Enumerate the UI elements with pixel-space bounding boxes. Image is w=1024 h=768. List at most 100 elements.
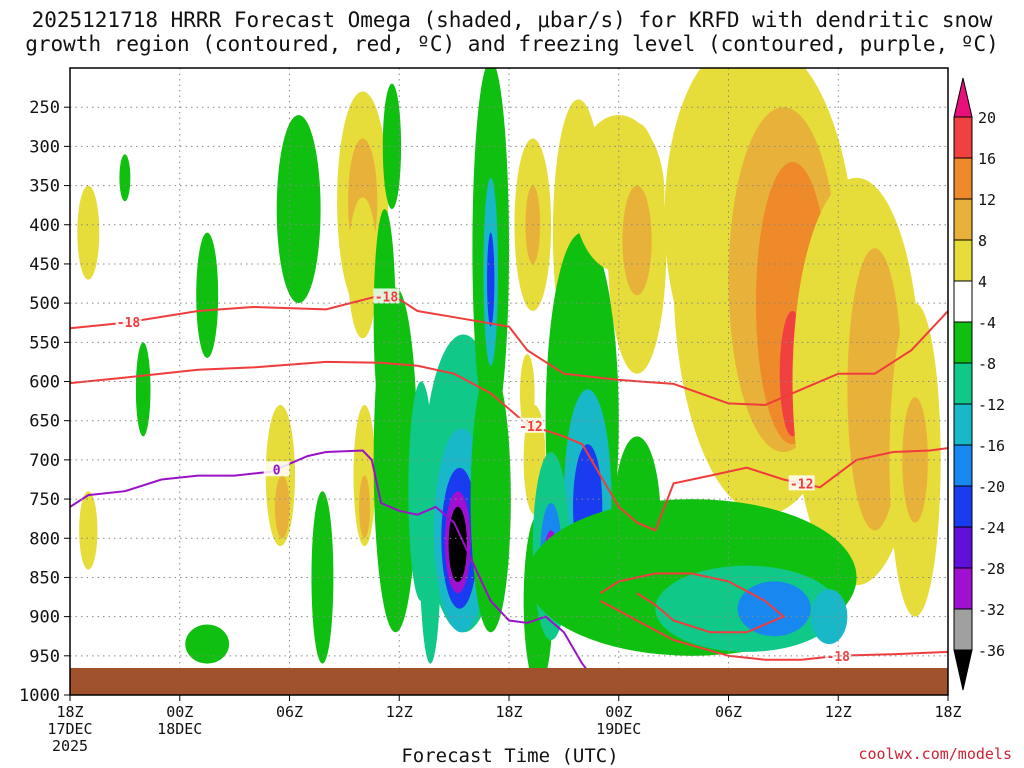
colorbar-band-7 [953,362,973,405]
chart-title: 2025121718 HRRR Forecast Omega (shaded, … [0,8,1024,56]
contour-line-3 [599,572,786,634]
contour-line-0 [70,294,948,407]
x-tick-label-4-0: 18Z [495,703,522,721]
colorbar-label-6: -8 [978,355,996,373]
colorbar-band-1 [953,116,973,159]
colorbar-label-7: -12 [978,396,1005,414]
colorbar-band-9 [953,444,973,487]
colorbar-label-9: -20 [978,478,1005,496]
contour-label-4-0: 0 [273,463,281,478]
y-tick-label-600: 600 [29,373,60,393]
colorbar-label-4: 4 [978,273,987,291]
contour-label-bg-4-0 [263,461,290,477]
colorbar-label-12: -32 [978,601,1005,619]
x-tick-label-3-0: 12Z [386,703,413,721]
colorbar-bottom-arrow [953,649,973,691]
y-tick-label-300: 300 [29,137,60,157]
omega-cell-62 [758,0,765,5]
x-tick-label-1-1: 18DEC [157,720,202,738]
omega-cell-3 [135,342,151,437]
y-tick-label-400: 400 [29,216,60,236]
y-tick-label-550: 550 [29,333,60,353]
x-tick-label-6-0: 06Z [715,703,742,721]
x-tick-label-7-0: 12Z [825,703,852,721]
omega-cell-7 [274,475,290,539]
contour-label-bg-0-1 [373,288,400,304]
omega-cell-9 [311,491,334,664]
colorbar-band-2 [953,157,973,200]
contour-line-2 [600,600,948,661]
colorbar-label-3: 8 [978,232,987,250]
omega-cell-14 [359,475,370,539]
y-tick-label-950: 950 [29,647,60,667]
grid-lines [70,68,948,695]
x-tick-label-1-0: 00Z [166,703,193,721]
y-tick-label-1000: 1000 [19,686,60,706]
x-tick-label-5-0: 00Z [605,703,632,721]
colorbar: 20 16 12 8 4 -4 -8 -12 -16 -20 -24 -28 -32 -36 [953,77,1005,691]
omega-cell-13 [353,405,376,547]
colorbar-band-10 [953,485,973,528]
y-tick-label-250: 250 [29,98,60,118]
contour-label-1-1: -12 [790,477,813,492]
x-tick-label-0-0: 18Z [56,703,83,721]
site-credit[interactable]: coolwx.com/models [858,745,1012,763]
contour-line-1 [70,360,948,532]
colorbar-label-8: -16 [978,437,1005,455]
omega-cell-27 [451,519,465,573]
x-tick-label-0-1: 17DEC [47,720,92,738]
omega-cell-5 [185,624,230,664]
colorbar-label-0: 20 [978,109,996,127]
y-axis: 250 300 350 400 450 500 550 600 650 700 750 800 850 9… [19,98,70,706]
contour-label-0-0: -18 [117,316,141,331]
colorbar-band-13 [953,608,973,651]
y-tick-label-700: 700 [29,451,60,471]
y-tick-label-500: 500 [29,294,60,314]
contour-label-bg-1-1 [788,475,815,491]
omega-cell-2 [119,154,131,202]
colorbar-band-3 [953,198,973,241]
omega-cell-1 [79,491,98,570]
y-tick-label-850: 850 [29,568,60,588]
x-tick-label-2-0: 06Z [276,703,303,721]
contour-label-0-1: -18 [375,290,399,305]
omega-cell-0 [77,185,100,280]
omega-cell-4 [196,232,219,358]
x-tick-label-8-0: 18Z [934,703,961,721]
omega-cell-30 [487,232,495,327]
colorbar-label-11: -28 [978,560,1005,578]
omega-cell-8 [276,115,321,304]
x-axis-title: Forecast Time (UTC) [401,745,619,767]
chart-title-line-1: 2025121718 HRRR Forecast Omega (shaded, … [31,8,993,32]
colorbar-band-4 [953,239,973,282]
omega-cell-31 [470,365,511,633]
contour-label-bg-2-0 [825,647,852,663]
contour-label-bg-1-0 [517,417,544,433]
colorbar-label-2: 12 [978,191,996,209]
colorbar-band-8 [953,403,973,446]
contour-label-bg-0-0 [115,314,142,330]
x-tick-label-0-2: 2025 [52,737,88,755]
y-tick-label-800: 800 [29,529,60,549]
colorbar-label-5: -4 [978,314,996,332]
omega-cell-47 [622,185,652,296]
colorbar-label-1: 16 [978,150,996,168]
x-tick-label-5-1: 19DEC [596,720,641,738]
colorbar-band-12 [953,567,973,610]
y-tick-label-650: 650 [29,412,60,432]
colorbar-label-10: -24 [978,519,1005,537]
colorbar-band-6 [953,321,973,364]
terrain-surface [70,668,948,695]
colorbar-top-arrow [953,77,973,118]
y-tick-label-900: 900 [29,608,60,628]
colorbar-label-13: -36 [978,642,1005,660]
contour-line-4 [70,449,602,688]
colorbar-band-11 [953,526,973,569]
omega-cell-15 [382,83,402,210]
contour-label-1-0: -12 [519,420,542,435]
y-tick-label-450: 450 [29,255,60,275]
chart-title-line-2: growth region (contoured, red, ºC) and f… [25,32,999,56]
omega-cell-12 [348,197,378,339]
